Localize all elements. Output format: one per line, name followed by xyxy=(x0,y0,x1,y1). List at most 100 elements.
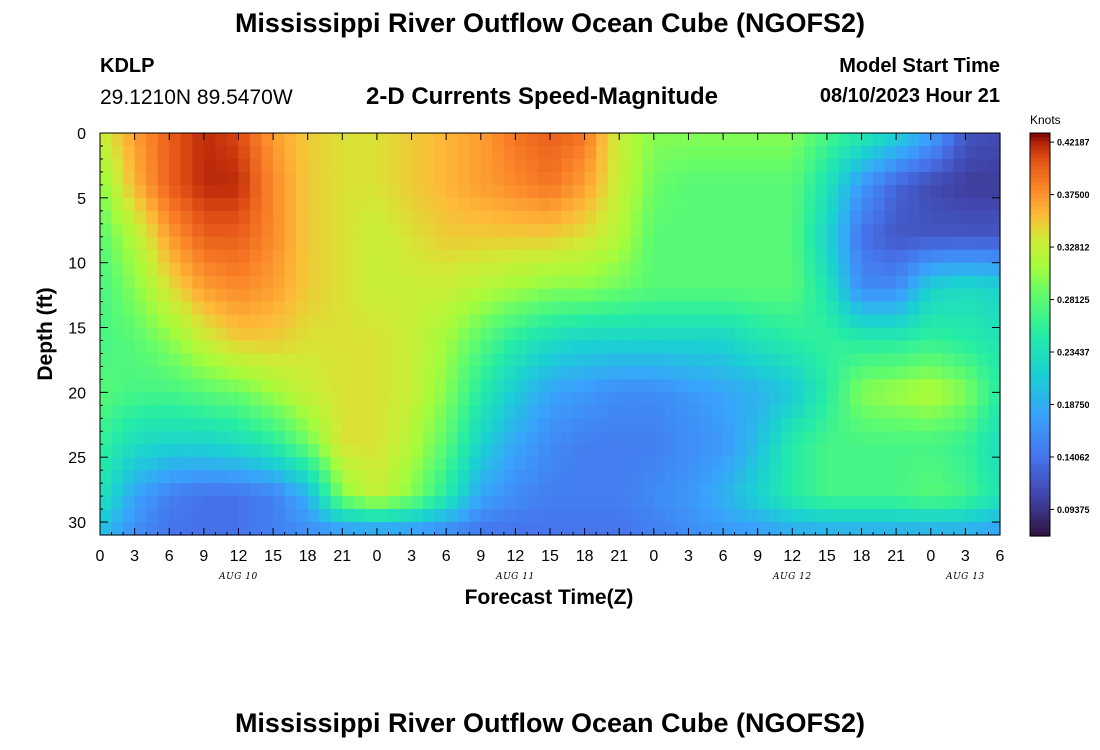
heatmap-cell xyxy=(538,145,551,160)
heatmap-cell xyxy=(273,327,286,342)
heatmap-cell xyxy=(803,509,816,523)
heatmap-cell xyxy=(146,133,159,147)
heatmap-cell xyxy=(942,314,955,329)
heatmap-cell xyxy=(619,457,632,471)
heatmap-cell xyxy=(769,444,782,458)
heatmap-cell xyxy=(919,522,932,536)
heatmap-cell xyxy=(111,275,124,290)
y-tick-label: 10 xyxy=(68,256,86,273)
heatmap-cell xyxy=(423,262,436,277)
heatmap-cell xyxy=(561,262,574,277)
heatmap-cell xyxy=(400,431,413,445)
heatmap-cell xyxy=(780,236,793,251)
heatmap-cell xyxy=(619,301,632,316)
heatmap-cell xyxy=(711,327,724,342)
heatmap-cell xyxy=(896,223,909,238)
heatmap-cell xyxy=(146,184,159,199)
heatmap-cell xyxy=(423,353,436,368)
heatmap-cell xyxy=(700,418,713,432)
heatmap-cell xyxy=(780,158,793,173)
colorbar-strip xyxy=(1030,382,1050,388)
heatmap-cell xyxy=(965,483,978,497)
heatmap-cell xyxy=(157,210,170,225)
heatmap-cell xyxy=(226,145,240,160)
heatmap-cell xyxy=(976,340,990,355)
heatmap-cell xyxy=(896,301,909,316)
heatmap-cell xyxy=(273,301,286,316)
heatmap-cell xyxy=(503,470,516,484)
heatmap-cell xyxy=(111,171,124,186)
heatmap-cell xyxy=(515,366,528,380)
heatmap-cell xyxy=(400,522,413,536)
heatmap-cell xyxy=(861,327,874,342)
heatmap-cell xyxy=(850,158,863,173)
heatmap-cell xyxy=(550,405,563,419)
heatmap-cell xyxy=(561,509,574,523)
heatmap-cell xyxy=(861,249,874,264)
heatmap-cell xyxy=(157,405,170,419)
heatmap-cell xyxy=(296,444,309,458)
heatmap-cell xyxy=(538,366,551,380)
heatmap-cell xyxy=(573,457,586,471)
colorbar-strip xyxy=(1030,290,1050,295)
heatmap-cell xyxy=(203,301,216,316)
heatmap-cell xyxy=(919,379,932,393)
heatmap-cell xyxy=(700,366,713,380)
heatmap-cell xyxy=(850,522,863,536)
heatmap-cell xyxy=(307,405,320,419)
heatmap-cell xyxy=(861,236,874,251)
heatmap-cell xyxy=(492,418,505,432)
heatmap-cell xyxy=(711,509,724,523)
heatmap-cell xyxy=(388,184,401,199)
x-tick-label: 3 xyxy=(130,548,139,565)
heatmap-cell xyxy=(376,301,390,316)
heatmap-cell xyxy=(446,223,459,238)
heatmap-cell xyxy=(988,353,1001,368)
heatmap-cell xyxy=(665,379,678,393)
heatmap-cell xyxy=(930,470,943,484)
heatmap-cell xyxy=(215,184,228,199)
heatmap-cell xyxy=(226,262,240,277)
colorbar-strip xyxy=(1030,318,1050,324)
heatmap-cell xyxy=(319,184,332,199)
heatmap-cell xyxy=(388,288,401,303)
heatmap-cell xyxy=(250,431,263,445)
heatmap-cell xyxy=(480,327,493,342)
heatmap-cell xyxy=(723,392,736,406)
colorbar-strip xyxy=(1030,507,1050,513)
heatmap-cell xyxy=(353,483,366,497)
heatmap-cell xyxy=(342,133,355,147)
heatmap-cell xyxy=(100,275,113,290)
heatmap-cell xyxy=(723,470,736,484)
heatmap-cell xyxy=(446,288,459,303)
heatmap-cell xyxy=(296,275,309,290)
heatmap-cell xyxy=(953,145,966,160)
heatmap-cell xyxy=(815,145,828,160)
heatmap-cell xyxy=(884,457,897,471)
heatmap-cell xyxy=(953,405,966,419)
heatmap-cell xyxy=(515,184,528,199)
colorbar-strip xyxy=(1030,362,1050,368)
heatmap-cell xyxy=(884,301,897,316)
heatmap-cell xyxy=(619,470,632,484)
heatmap-cell xyxy=(180,392,193,406)
heatmap-cell xyxy=(342,249,355,264)
heatmap-cell xyxy=(884,470,897,484)
heatmap-cell xyxy=(457,275,470,290)
colorbar-strip xyxy=(1030,133,1050,138)
heatmap-cell xyxy=(561,340,574,355)
heatmap-cell xyxy=(273,262,286,277)
heatmap-cell xyxy=(480,470,493,484)
heatmap-cell xyxy=(688,405,701,419)
heatmap-cell xyxy=(180,184,193,199)
heatmap-cell xyxy=(780,197,793,212)
heatmap-cell xyxy=(769,405,782,419)
heatmap-cell xyxy=(573,418,586,432)
heatmap-cell xyxy=(838,171,851,186)
heatmap-cell xyxy=(100,314,113,329)
heatmap-cell xyxy=(907,288,920,303)
heatmap-cell xyxy=(457,457,470,471)
heatmap-cell xyxy=(342,327,355,342)
colorbar-tick-label: 0.32812 xyxy=(1057,243,1090,253)
heatmap-cell xyxy=(953,158,966,173)
